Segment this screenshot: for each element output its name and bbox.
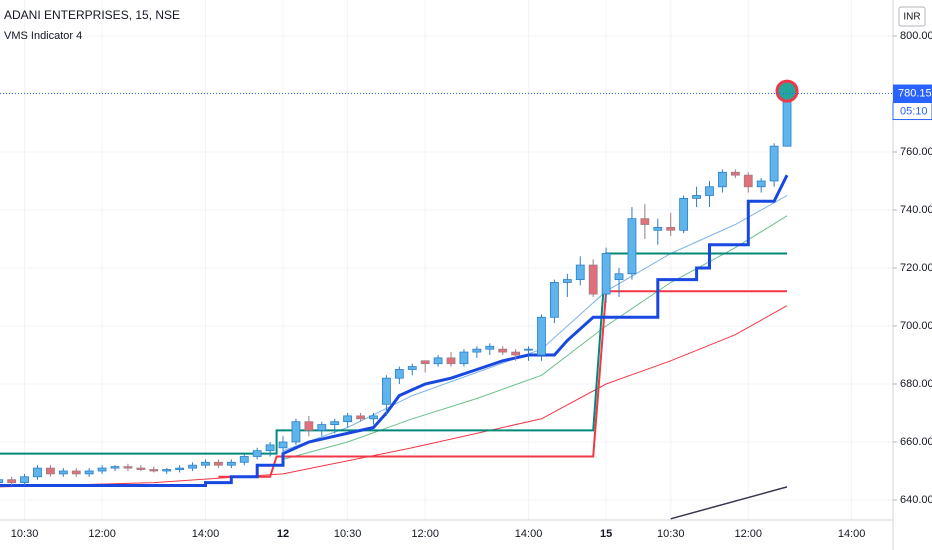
candle-body [214,461,223,466]
candle-body [71,470,81,475]
candle-body [58,470,68,475]
candle-body [46,467,55,475]
candle-body [433,357,443,365]
candle-body [640,218,650,225]
candle-body [769,145,779,182]
candle-body [369,415,378,420]
countdown: 05:10 [900,105,928,117]
candle-body [123,466,133,469]
candle-body [226,461,236,466]
y-tick-label: 640.00 [900,494,932,506]
candle-body [343,415,353,423]
indicator-line [670,486,788,520]
candle-body [265,444,275,452]
y-tick-label: 800.00 [900,30,932,42]
indicator-line [218,290,787,478]
candle-body [614,273,624,280]
candle-body [588,264,598,295]
y-tick-label: 760.00 [900,146,932,158]
candle-body [679,197,689,231]
y-tick-label: 660.00 [900,436,932,448]
candle-body [188,464,197,469]
candle-body [498,348,508,353]
x-tick-label: 14:00 [838,528,866,540]
candle-body [485,345,495,350]
price-label-box [893,84,932,103]
candle-body [524,348,533,351]
candle-body [382,377,391,405]
candle-body [756,180,766,188]
candle-body [472,348,482,353]
countdown-box [892,102,932,121]
indicator-name: VMS Indicator 4 [4,30,82,42]
candle-body [394,369,404,379]
x-tick-label: 10:30 [657,528,685,540]
candle-body [692,195,701,199]
x-tick-label: 10:30 [11,528,39,540]
price-label: 780.15 [898,87,932,99]
candle-body [730,171,740,176]
y-tick-label: 740.00 [900,204,932,216]
x-tick-label: 12 [277,528,289,540]
indicator-line [0,305,788,488]
x-tick-label: 12:00 [734,528,762,540]
y-tick-label: 680.00 [900,378,932,390]
candle-body [705,186,714,196]
chart-title: ADANI ENTERPRISES, 15, NSE [4,8,180,22]
x-tick-label: 10:30 [334,528,362,540]
indicator-line [282,215,788,460]
candle-body [317,424,327,431]
candle-body [356,415,365,420]
candle-body [162,469,172,472]
candle-body [175,467,185,470]
candle-body [136,467,146,470]
candle-body [511,351,521,356]
x-tick-label: 12:00 [88,528,116,540]
y-tick-label: 720.00 [900,262,932,274]
candle-body [601,253,611,295]
candle-body [718,171,727,188]
candle-body [575,264,585,280]
candle-body [0,479,4,483]
plot [0,79,893,520]
candle-body [304,421,314,431]
candle-body [252,450,262,457]
x-tick-label: 14:00 [515,528,543,540]
candle-body [653,226,663,231]
candle-body [537,316,546,356]
candle-body [330,421,340,425]
candle-body [420,360,430,365]
candle-body [550,282,559,318]
candle-body [84,470,94,475]
grid [0,0,893,520]
indicator-line [0,174,789,487]
x-tick-label: 15 [600,528,612,540]
candle-body [562,279,572,283]
candle-body [7,479,17,483]
y-tick-label: 700.00 [900,320,932,332]
candle-body [666,226,676,231]
candle-body [291,421,301,443]
candle-body [278,441,288,449]
signal-marker [775,79,799,103]
candle-body [239,456,249,463]
x-tick-label: 14:00 [192,528,220,540]
candle-body [446,357,456,365]
candle-body [110,466,120,469]
candle-body [459,351,469,365]
candle-body [407,366,417,370]
candle-body [201,461,210,466]
candle-body [20,476,29,483]
candle-body [97,467,107,472]
currency[interactable]: INR [903,12,920,23]
candle-body [149,469,159,472]
currency-box[interactable] [898,6,926,27]
x-tick-label: 12:00 [411,528,439,540]
axes: 640.00 660.00 680.00 700.00 720.00 740.00 760.… [11,30,932,540]
candle-body [33,467,42,478]
candle-body [743,174,753,188]
candle-body [627,218,637,275]
